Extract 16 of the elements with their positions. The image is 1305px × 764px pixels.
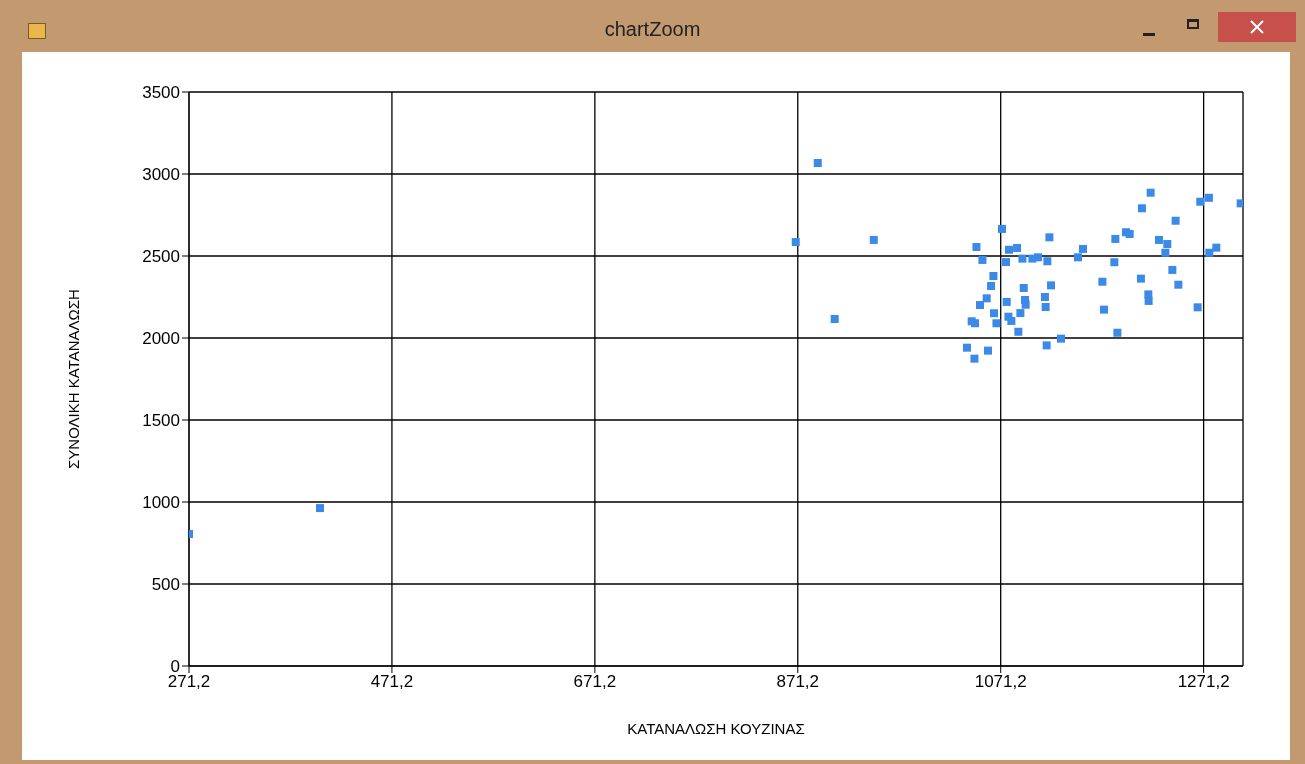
x-axis-title: ΚΑΤΑΝΑΛΩΣΗ ΚΟΥΖΙΝΑΣ xyxy=(627,720,805,737)
x-tick-label: 1071,2 xyxy=(974,672,1027,692)
y-tick-label: 500 xyxy=(151,575,180,595)
x-tick-label: 271,2 xyxy=(167,672,211,692)
chart-title: chartZoom xyxy=(603,18,702,41)
x-tick-label: 471,2 xyxy=(370,672,414,692)
y-tick-label: 1500 xyxy=(142,411,180,431)
y-tick-label: 1000 xyxy=(142,493,180,513)
y-tick-label: 3500 xyxy=(142,83,180,103)
y-tick-label: 2000 xyxy=(142,329,180,349)
y-tick-label: 3000 xyxy=(142,165,180,185)
x-tick-label: 1271,2 xyxy=(1177,672,1230,692)
x-tick-label: 671,2 xyxy=(573,672,617,692)
y-axis-title: ΣΥΝΟΛΙΚΗ ΚΑΤΑΝΑΛΩΣΗ xyxy=(65,289,83,469)
y-tick-label: 2500 xyxy=(142,247,180,267)
x-tick-label: 871,2 xyxy=(776,672,820,692)
